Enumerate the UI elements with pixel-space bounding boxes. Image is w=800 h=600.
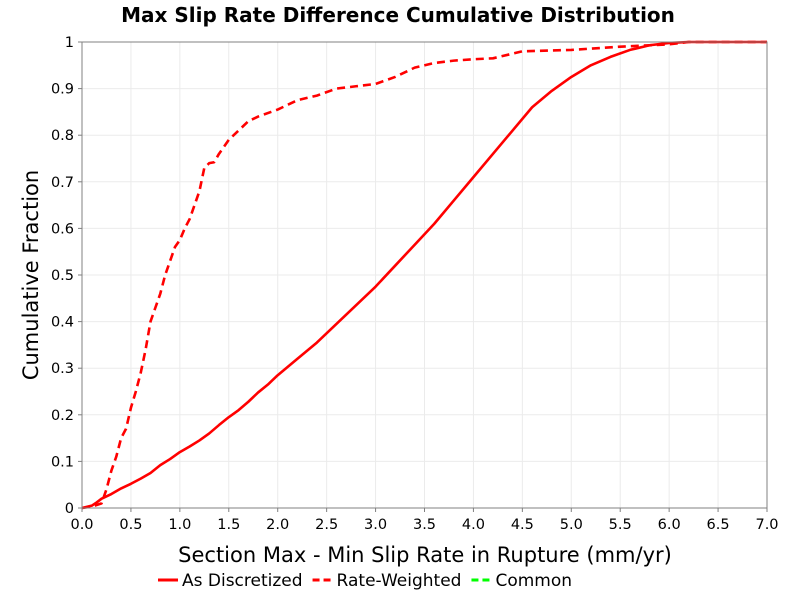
x-tick-label: 2.0 <box>266 517 289 533</box>
x-axis: 0.0 0.5 1.0 1.5 2.0 2.5 3.0 3.5 4.0 4.5 5.0 5.5 6.0 6… <box>70 508 779 533</box>
y-tick-label: 0.9 <box>51 82 74 98</box>
series-line-rate-weighted <box>81 40 767 510</box>
legend-label-as-discretized: As Discretized <box>182 571 303 591</box>
x-tick-label: 6.0 <box>658 517 681 533</box>
x-tick-label: 4.5 <box>511 517 534 533</box>
y-tick-label: 0.2 <box>51 408 74 424</box>
legend-label-common: Common <box>495 571 572 591</box>
y-tick-label: 0.4 <box>51 315 74 331</box>
x-tick-label: 7.0 <box>755 517 778 533</box>
y-tick-label: 0.1 <box>51 454 74 470</box>
y-axis: 0 0.1 0.2 0.3 0.4 0.5 0.6 0.7 0.8 0.9 1 <box>51 35 82 517</box>
x-tick-label: 0.5 <box>119 517 142 533</box>
y-tick-label: 0.7 <box>51 175 74 191</box>
x-tick-label: 0.0 <box>70 517 93 533</box>
x-tick-label: 5.0 <box>560 517 583 533</box>
y-tick-label: 0.5 <box>51 268 74 284</box>
y-tick-label: 0.8 <box>51 128 74 144</box>
x-tick-label: 1.5 <box>217 517 240 533</box>
y-tick-label: 0.6 <box>51 221 74 237</box>
x-tick-label: 3.5 <box>413 517 436 533</box>
legend: As Discretized Rate-Weighted Common <box>158 571 572 591</box>
chart-title: Max Slip Rate Difference Cumulative Dist… <box>121 3 675 27</box>
x-tick-label: 2.5 <box>315 517 338 533</box>
x-tick-label: 6.5 <box>707 517 730 533</box>
x-tick-label: 4.0 <box>462 517 485 533</box>
y-tick-label: 0 <box>65 501 74 517</box>
y-tick-label: 1 <box>65 35 74 51</box>
y-tick-label: 0.3 <box>51 361 74 377</box>
legend-label-rate-weighted: Rate-Weighted <box>337 571 462 591</box>
y-axis-label: Cumulative Fraction <box>19 170 43 380</box>
x-axis-label: Section Max - Min Slip Rate in Rupture (… <box>178 543 672 567</box>
x-tick-label: 5.5 <box>609 517 632 533</box>
x-tick-label: 1.0 <box>168 517 191 533</box>
series-layer <box>81 40 767 510</box>
x-tick-label: 3.0 <box>364 517 387 533</box>
series-line-as-discretized <box>81 40 767 510</box>
